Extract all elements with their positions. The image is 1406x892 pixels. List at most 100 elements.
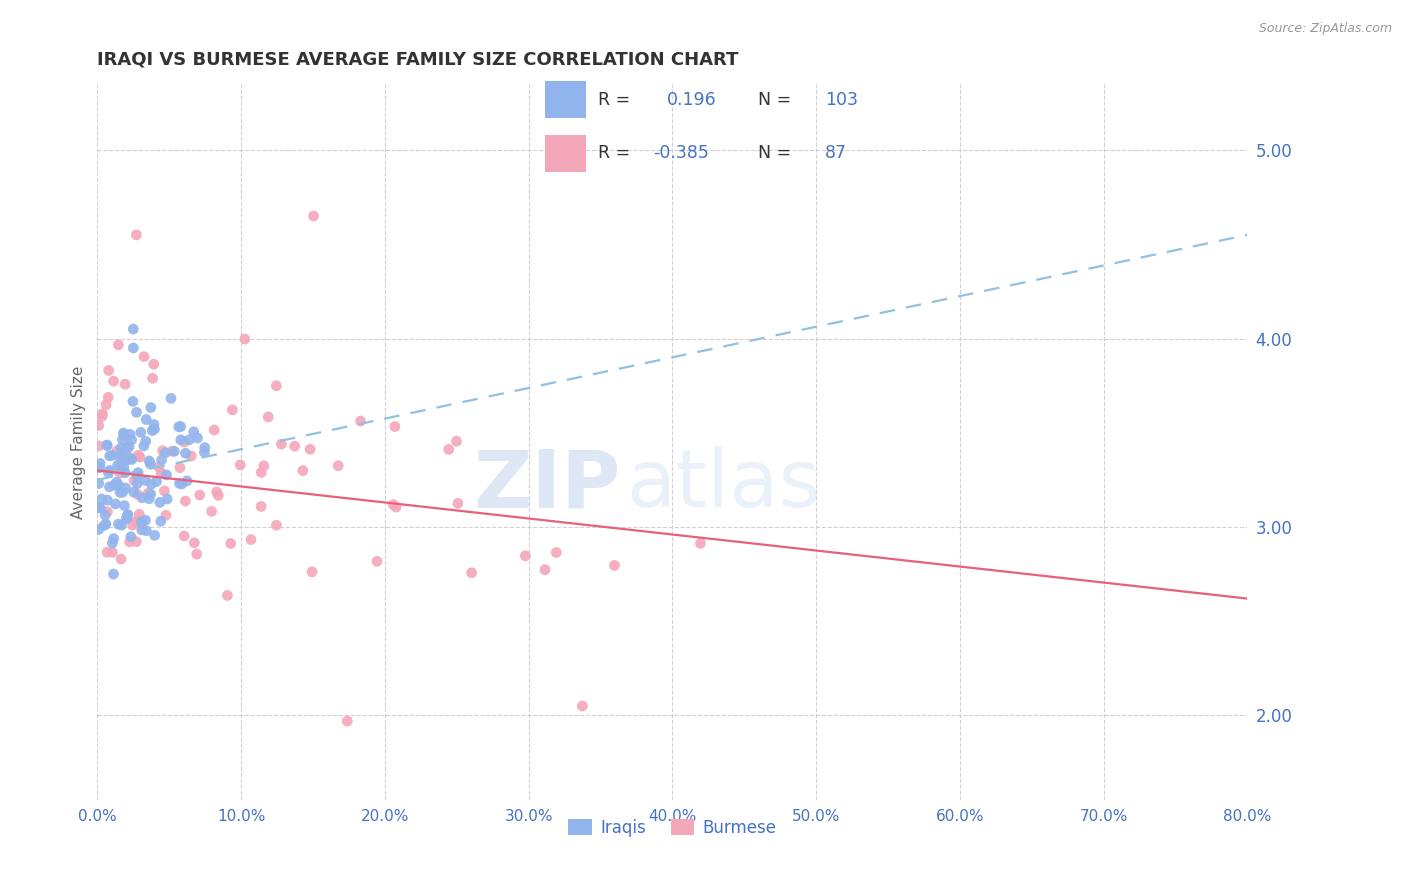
Point bbox=[129, 425, 152, 440]
Text: 87: 87 bbox=[825, 145, 846, 162]
Point bbox=[302, 209, 325, 223]
Text: R =: R = bbox=[598, 91, 630, 109]
Y-axis label: Average Family Size: Average Family Size bbox=[72, 366, 86, 519]
Point bbox=[250, 466, 273, 480]
Point bbox=[155, 508, 177, 523]
Point bbox=[143, 528, 166, 542]
Point bbox=[87, 476, 110, 491]
Point bbox=[205, 485, 228, 500]
Point bbox=[132, 439, 155, 453]
Text: 0.196: 0.196 bbox=[666, 91, 716, 109]
Point bbox=[257, 409, 280, 424]
Point bbox=[87, 460, 110, 475]
Point bbox=[200, 504, 222, 518]
Point bbox=[108, 466, 131, 480]
Point bbox=[104, 497, 127, 511]
Point bbox=[239, 533, 262, 547]
Point bbox=[202, 423, 225, 437]
Point bbox=[125, 515, 148, 529]
Point bbox=[122, 485, 145, 500]
Point bbox=[266, 518, 288, 533]
Point bbox=[221, 402, 243, 417]
Text: Source: ZipAtlas.com: Source: ZipAtlas.com bbox=[1258, 22, 1392, 36]
Point bbox=[384, 419, 406, 434]
Point bbox=[111, 518, 134, 533]
Point bbox=[121, 452, 143, 467]
Point bbox=[87, 439, 110, 453]
Point bbox=[689, 536, 711, 550]
Point bbox=[150, 466, 173, 480]
Point bbox=[132, 350, 155, 364]
Point bbox=[89, 460, 111, 475]
Point bbox=[148, 459, 170, 474]
Point bbox=[179, 433, 201, 447]
Point bbox=[105, 475, 128, 490]
Point bbox=[112, 428, 135, 442]
Point bbox=[120, 530, 142, 544]
Point bbox=[117, 450, 139, 464]
Point bbox=[173, 435, 195, 450]
Point bbox=[291, 464, 314, 478]
Point bbox=[141, 477, 163, 491]
Point bbox=[96, 438, 118, 452]
Point bbox=[118, 440, 141, 454]
Point bbox=[96, 493, 118, 508]
Point bbox=[118, 534, 141, 549]
Point bbox=[115, 441, 138, 455]
Point bbox=[141, 424, 163, 438]
Point bbox=[173, 529, 195, 543]
Point bbox=[98, 449, 121, 463]
Point bbox=[98, 480, 121, 494]
Point bbox=[150, 453, 173, 467]
Point bbox=[96, 545, 118, 559]
Point bbox=[122, 322, 145, 336]
Point bbox=[108, 485, 131, 500]
Point bbox=[127, 476, 149, 491]
Text: N =: N = bbox=[758, 91, 792, 109]
Point bbox=[194, 441, 217, 455]
Point bbox=[460, 566, 482, 580]
Point bbox=[128, 508, 150, 522]
Point bbox=[145, 475, 167, 489]
Point bbox=[149, 495, 172, 509]
Point bbox=[143, 417, 166, 432]
Point bbox=[301, 565, 323, 579]
Point bbox=[120, 451, 142, 466]
Point bbox=[571, 698, 593, 713]
Point bbox=[174, 446, 197, 460]
Point bbox=[110, 552, 132, 566]
Point bbox=[186, 431, 208, 445]
Point bbox=[127, 466, 149, 480]
Point bbox=[169, 476, 191, 491]
Point bbox=[101, 545, 124, 559]
Point bbox=[447, 496, 470, 510]
Point bbox=[174, 494, 197, 508]
Point bbox=[152, 443, 174, 458]
Point bbox=[104, 478, 127, 492]
Point bbox=[129, 515, 152, 529]
Point bbox=[156, 491, 179, 506]
Point bbox=[142, 371, 165, 385]
Point bbox=[94, 508, 117, 522]
Point bbox=[176, 474, 198, 488]
Point bbox=[142, 357, 165, 371]
Point bbox=[93, 518, 115, 533]
Text: IRAQI VS BURMESE AVERAGE FAMILY SIZE CORRELATION CHART: IRAQI VS BURMESE AVERAGE FAMILY SIZE COR… bbox=[97, 51, 738, 69]
Point bbox=[134, 474, 156, 488]
Point bbox=[107, 477, 129, 491]
Point bbox=[127, 513, 149, 527]
Point bbox=[515, 549, 537, 563]
Point bbox=[125, 467, 148, 482]
Point bbox=[180, 449, 202, 463]
Point bbox=[111, 433, 134, 447]
Point bbox=[250, 500, 273, 514]
Point bbox=[134, 513, 156, 527]
Point bbox=[87, 522, 110, 536]
Point bbox=[437, 442, 460, 457]
Text: 103: 103 bbox=[825, 91, 858, 109]
Point bbox=[105, 443, 128, 458]
Point bbox=[328, 458, 350, 473]
Point bbox=[385, 500, 408, 515]
Point bbox=[112, 460, 135, 475]
Point bbox=[135, 412, 157, 426]
